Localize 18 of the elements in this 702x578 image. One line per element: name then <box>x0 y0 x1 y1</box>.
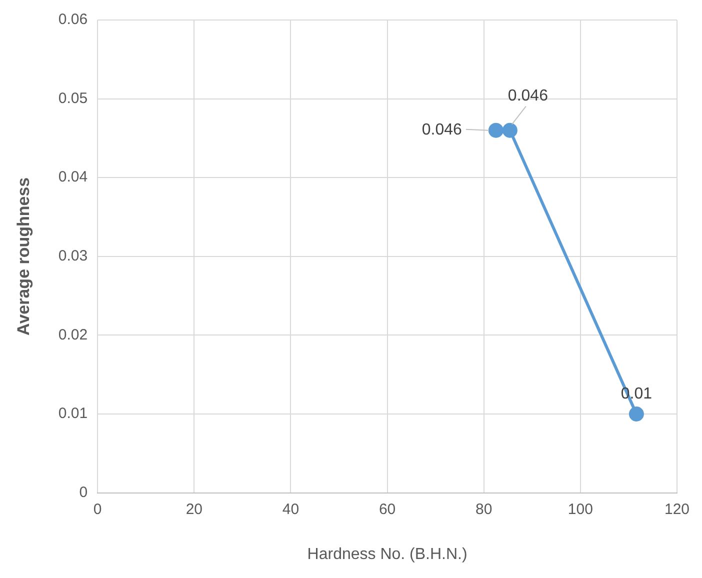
y-tick-label: 0.05 <box>58 90 88 107</box>
x-tick-label: 60 <box>378 500 396 518</box>
y-tick-label: 0.03 <box>58 248 88 265</box>
data-label: 0.046 <box>422 122 462 139</box>
y-axis-title: Average roughness <box>14 177 33 336</box>
y-tick-label: 0 <box>79 484 88 501</box>
y-tick-label: 0.01 <box>58 405 88 422</box>
x-axis-title: Hardness No. (B.H.N.) <box>307 546 468 563</box>
y-tick-label: 0.06 <box>58 11 88 28</box>
x-tick-label: 0 <box>93 500 102 518</box>
x-tick-label: 100 <box>568 500 593 518</box>
data-label: 0.046 <box>508 88 548 105</box>
y-tick-label: 0.04 <box>58 168 88 186</box>
y-tick-label: 0.02 <box>58 326 88 344</box>
x-tick-label: 80 <box>476 500 492 518</box>
x-tick-label: 40 <box>282 500 300 518</box>
x-tick-label: 120 <box>664 500 690 518</box>
x-tick-label: 20 <box>186 500 203 518</box>
